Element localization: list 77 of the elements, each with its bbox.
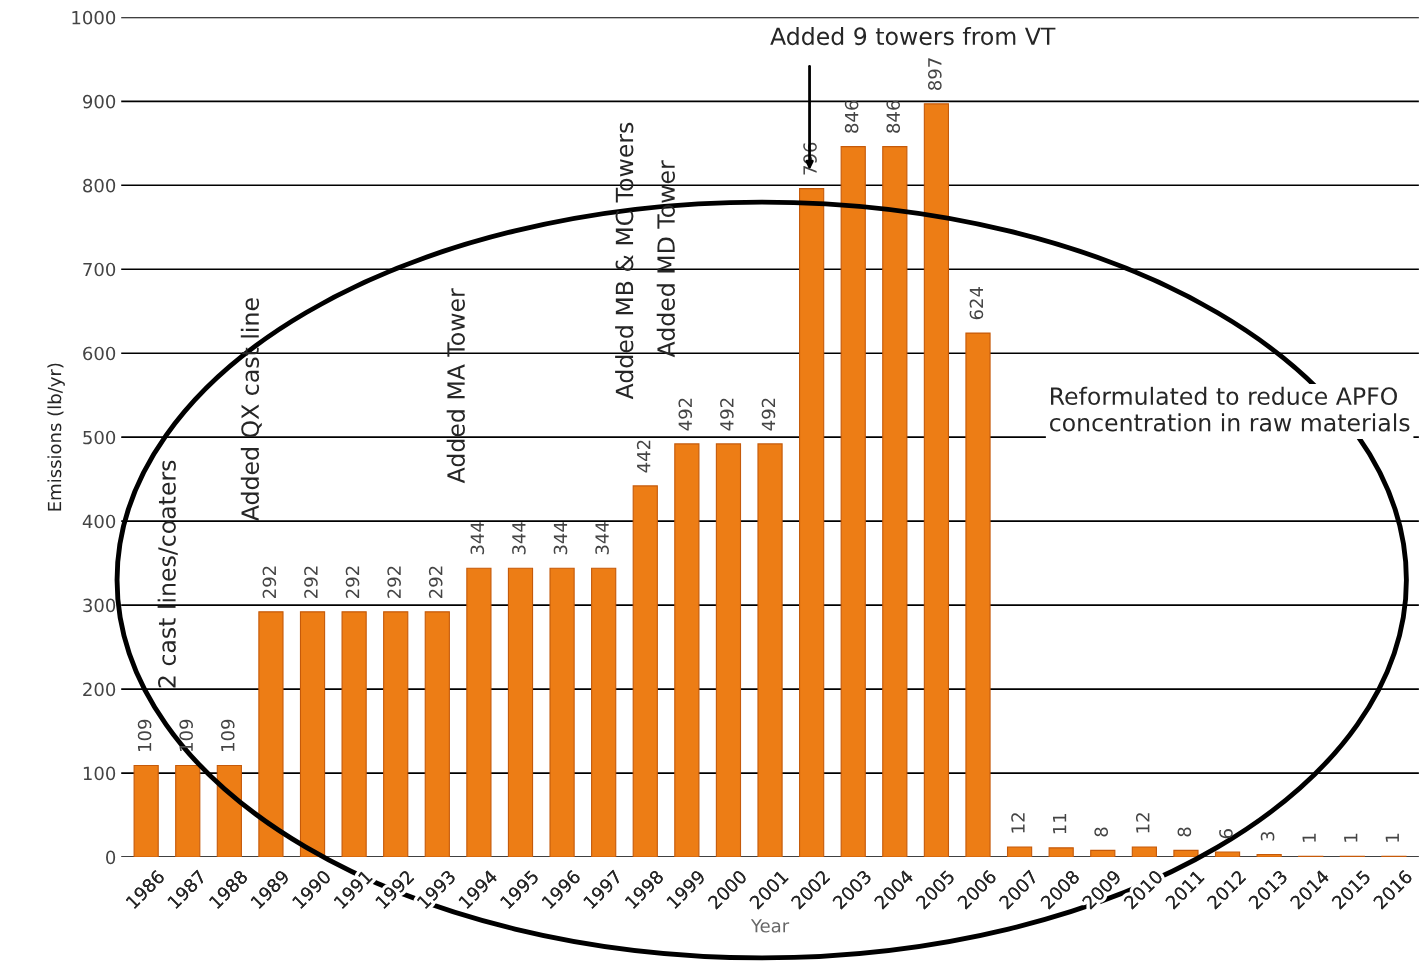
bar — [1090, 849, 1116, 858]
data-label: 1 — [1344, 833, 1358, 842]
data-label: 624 — [969, 287, 984, 320]
bar — [383, 611, 409, 858]
data-label: 846 — [886, 100, 901, 133]
bar — [466, 567, 492, 858]
bar — [175, 764, 201, 858]
y-tick-label: 800 — [83, 178, 116, 193]
data-label: 492 — [761, 398, 776, 431]
bar — [715, 443, 742, 858]
y-tick-label: 100 — [83, 766, 116, 781]
bar — [341, 611, 367, 858]
data-label: 344 — [553, 522, 568, 555]
bar — [1173, 849, 1199, 858]
bar — [1256, 853, 1282, 858]
bar — [258, 611, 284, 858]
data-label: 897 — [927, 58, 942, 91]
bar — [591, 567, 617, 858]
data-label: 442 — [636, 440, 651, 473]
y-tick-label: 200 — [83, 682, 116, 697]
annotation: Reformulated to reduce APFO concentration in raw materials — [1050, 386, 1410, 432]
data-label: 109 — [179, 719, 193, 751]
annotation: 2 cast lines/coaters — [157, 460, 178, 688]
bar — [299, 611, 326, 858]
y-tick-label: 500 — [83, 430, 116, 445]
y-tick-label: 700 — [83, 262, 116, 277]
data-label: 492 — [678, 398, 693, 431]
data-label: 12 — [1135, 813, 1150, 833]
data-label: 11 — [1053, 813, 1067, 834]
data-label: 8 — [1177, 827, 1192, 837]
bar — [882, 146, 908, 858]
bar — [424, 611, 450, 858]
bar — [674, 443, 700, 858]
x-axis-title: Year — [750, 919, 790, 933]
data-label: 1 — [1385, 833, 1399, 842]
data-label: 292 — [387, 566, 401, 598]
data-label: 8 — [1094, 827, 1109, 837]
data-label: 3 — [1260, 831, 1275, 841]
y-tick-label: 0 — [106, 850, 116, 865]
data-label: 292 — [345, 566, 360, 598]
y-tick-label: 1000 — [72, 10, 116, 25]
bar — [799, 188, 825, 858]
y-tick-label: 400 — [82, 514, 116, 529]
data-label: 109 — [137, 719, 152, 751]
data-label: 292 — [304, 566, 318, 598]
y-tick-label: 600 — [83, 346, 116, 361]
annotation: Added MB & MC Towers — [615, 122, 634, 400]
y-tick-label: 300 — [83, 598, 116, 613]
bar — [133, 764, 159, 858]
bar — [757, 443, 783, 858]
annotation: Added 9 towers from VT — [770, 26, 1056, 46]
bar — [1006, 846, 1033, 858]
annotation: Added MA Tower — [446, 288, 465, 484]
data-label: 344 — [512, 522, 526, 555]
y-axis-title: Emissions (lb/yr) — [47, 363, 65, 511]
bar — [965, 332, 991, 858]
bar — [549, 567, 575, 858]
data-label: 492 — [720, 398, 734, 431]
data-label: 109 — [220, 719, 235, 751]
data-label: 1 — [1302, 833, 1316, 842]
data-label: 344 — [595, 522, 609, 555]
bar — [632, 485, 658, 858]
bar — [923, 103, 950, 858]
data-label: 344 — [470, 522, 485, 555]
data-label: 292 — [262, 566, 277, 598]
bar — [507, 567, 534, 858]
bar — [840, 146, 866, 858]
data-label: 846 — [844, 100, 859, 133]
y-tick-label: 900 — [83, 94, 116, 109]
data-label: 6 — [1219, 829, 1233, 839]
data-label: 292 — [428, 566, 443, 598]
bar — [216, 764, 242, 858]
bar — [1131, 846, 1157, 858]
bar — [1214, 851, 1241, 858]
bar — [1048, 847, 1074, 858]
data-label: 12 — [1011, 813, 1025, 833]
annotation: Added MD Tower — [656, 160, 675, 358]
